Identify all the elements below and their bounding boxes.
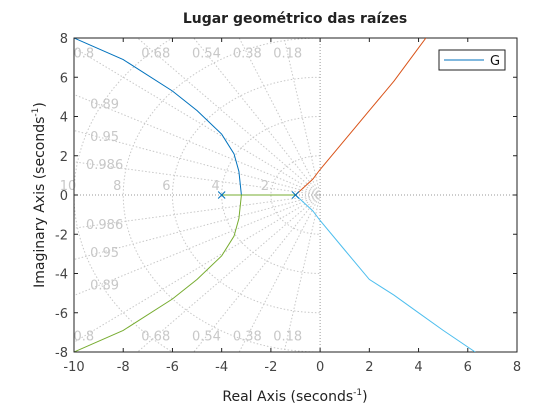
y-tick-label: 2 — [60, 150, 68, 165]
x-tick-label: -4 — [215, 360, 228, 375]
damping-label: 0.8 — [74, 329, 95, 344]
damping-label: 0.68 — [141, 47, 170, 62]
damping-ray — [74, 194, 321, 261]
damping-ray — [74, 47, 321, 196]
damping-label: 0.95 — [90, 130, 119, 145]
y-axis-ticks: -8 -6 -4 -2 0 2 4 6 8 — [55, 32, 517, 361]
origin-crosshairs — [74, 38, 517, 352]
damping-ray — [136, 194, 321, 352]
damping-label: 0.38 — [233, 329, 262, 344]
y-tick-label: 6 — [60, 71, 68, 86]
damping-label: 0.89 — [90, 98, 119, 113]
damping-label: 0.18 — [273, 329, 302, 344]
x-tick-label: 0 — [316, 360, 324, 375]
damping-label: 0.95 — [90, 246, 119, 261]
damping-label: 0.89 — [90, 278, 119, 293]
legend-entry-g: G — [490, 54, 500, 69]
y-tick-label: 4 — [60, 111, 68, 126]
wn-label: 8 — [113, 179, 121, 194]
y-tick-label: -4 — [55, 268, 68, 283]
locus-branch — [295, 38, 427, 196]
legend: G — [438, 49, 506, 71]
x-tick-label: -10 — [63, 360, 84, 375]
wn-circle — [122, 38, 321, 352]
damping-ray — [193, 38, 321, 196]
wn-label: 6 — [162, 179, 170, 194]
damping-label: 0.54 — [192, 47, 221, 62]
wn-label: 10 — [60, 179, 77, 194]
chart-title: Lugar geométrico das raízes — [183, 11, 407, 27]
damping-label: 0.8 — [74, 47, 95, 62]
damping-ray — [238, 38, 321, 196]
y-axis-label: Imaginary Axis (seconds-1) — [31, 102, 48, 288]
y-tick-label: 0 — [60, 189, 68, 204]
pole-marker — [291, 191, 300, 199]
pole-marker-stroke — [217, 191, 226, 199]
y-tick-label: -6 — [55, 307, 68, 322]
damping-ray — [74, 129, 321, 196]
grid-labels: 0.8 0.8 0.68 0.68 0.54 0.54 0.38 0.38 0.18 0.18 0.… — [60, 47, 302, 345]
locus-branch — [74, 38, 242, 196]
damping-label: 0.18 — [273, 47, 302, 62]
x-tick-label: 8 — [513, 360, 521, 375]
damping-ray — [193, 194, 321, 352]
locus-branches — [74, 38, 476, 352]
damping-label: 0.54 — [192, 329, 221, 344]
damping-label: 0.986 — [86, 158, 123, 173]
wn-label: 2 — [261, 179, 269, 194]
x-tick-label: -2 — [264, 360, 277, 375]
x-axis-ticks: -10 -8 -6 -4 -2 0 2 4 6 8 — [63, 38, 521, 375]
pole-markers — [217, 191, 300, 199]
y-tick-label: -2 — [55, 228, 68, 243]
damping-ray — [74, 161, 321, 196]
damping-label: 0.68 — [141, 329, 170, 344]
damping-grid — [74, 38, 321, 352]
damping-ray — [238, 194, 321, 352]
damping-label: 0.986 — [86, 218, 123, 233]
damping-label: 0.38 — [233, 47, 262, 62]
wn-circle — [221, 116, 321, 274]
damping-ray — [74, 194, 321, 229]
pole-marker — [217, 191, 226, 199]
damping-ray — [283, 38, 321, 196]
locus-branch — [295, 194, 476, 352]
x-tick-label: -8 — [117, 360, 130, 375]
y-tick-label: 8 — [60, 32, 68, 47]
damping-ray — [74, 194, 321, 343]
pole-marker-stroke — [291, 191, 300, 199]
wn-label: 4 — [212, 179, 220, 194]
x-axis-label: Real Axis (seconds-1) — [222, 388, 367, 405]
damping-ray — [136, 38, 321, 196]
x-tick-label: 4 — [414, 360, 422, 375]
y-tick-label: -8 — [55, 346, 68, 361]
locus-branch — [74, 194, 242, 352]
damping-ray — [74, 194, 321, 297]
damping-ray — [283, 194, 321, 352]
x-tick-label: 2 — [365, 360, 373, 375]
wn-circle — [270, 155, 321, 235]
x-tick-label: 6 — [464, 360, 472, 375]
damping-ray — [74, 93, 321, 196]
x-tick-label: -6 — [166, 360, 179, 375]
